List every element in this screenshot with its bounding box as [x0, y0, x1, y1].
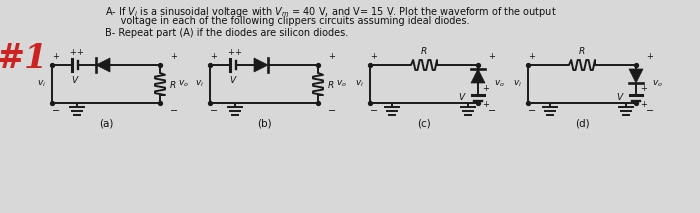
Polygon shape	[254, 58, 268, 72]
Text: $V$: $V$	[458, 92, 467, 102]
Text: (c): (c)	[417, 118, 431, 128]
Text: +: +	[489, 52, 496, 61]
Text: A- If $V_i$ is a sinusoidal voltage with $V_m$ = 40 V, and V= 15 V. Plot the wav: A- If $V_i$ is a sinusoidal voltage with…	[105, 5, 556, 19]
Text: −: −	[370, 106, 378, 116]
Text: $V$: $V$	[71, 74, 79, 85]
Polygon shape	[96, 58, 110, 72]
Polygon shape	[629, 69, 643, 83]
Text: $v_i$: $v_i$	[514, 79, 522, 89]
Text: +: +	[76, 48, 83, 57]
Text: +: +	[482, 100, 489, 109]
Text: +: +	[211, 52, 218, 61]
Text: (b): (b)	[257, 118, 272, 128]
Text: $V$: $V$	[616, 92, 625, 102]
Text: $v_o$: $v_o$	[336, 79, 347, 89]
Text: +: +	[528, 52, 536, 61]
Text: +: +	[640, 84, 648, 93]
Text: $R$: $R$	[578, 45, 586, 56]
Text: voltage in each of the following clippers circuits assuming ideal diodes.: voltage in each of the following clipper…	[105, 16, 470, 26]
Text: $v_i$: $v_i$	[195, 79, 204, 89]
Polygon shape	[471, 69, 485, 83]
Text: +: +	[228, 48, 234, 57]
Text: $R$: $R$	[169, 79, 176, 89]
Text: −: −	[488, 106, 496, 116]
Text: +: +	[234, 48, 241, 57]
Text: $R$: $R$	[327, 79, 335, 89]
Text: B- Repeat part (A) if the diodes are silicon diodes.: B- Repeat part (A) if the diodes are sil…	[105, 28, 349, 38]
Text: (a): (a)	[99, 118, 113, 128]
Text: +: +	[69, 48, 76, 57]
Text: +: +	[482, 84, 489, 93]
Text: #1: #1	[0, 42, 48, 75]
Text: +: +	[52, 52, 60, 61]
Text: +: +	[328, 52, 335, 61]
Text: $v_o$: $v_o$	[178, 79, 189, 89]
Text: +: +	[647, 52, 653, 61]
Text: +: +	[370, 52, 377, 61]
Text: −: −	[52, 106, 60, 116]
Text: $v_i$: $v_i$	[38, 79, 46, 89]
Text: $v_o$: $v_o$	[652, 79, 663, 89]
Text: $R$: $R$	[420, 45, 428, 56]
Text: +: +	[640, 100, 648, 109]
Text: $v_o$: $v_o$	[494, 79, 505, 89]
Text: +: +	[171, 52, 177, 61]
Text: $v_i$: $v_i$	[356, 79, 365, 89]
Text: −: −	[328, 106, 336, 116]
Text: −: −	[170, 106, 178, 116]
Text: (d): (d)	[575, 118, 589, 128]
Text: −: −	[210, 106, 218, 116]
Text: −: −	[646, 106, 654, 116]
Text: $V$: $V$	[229, 74, 237, 85]
Text: −: −	[528, 106, 536, 116]
